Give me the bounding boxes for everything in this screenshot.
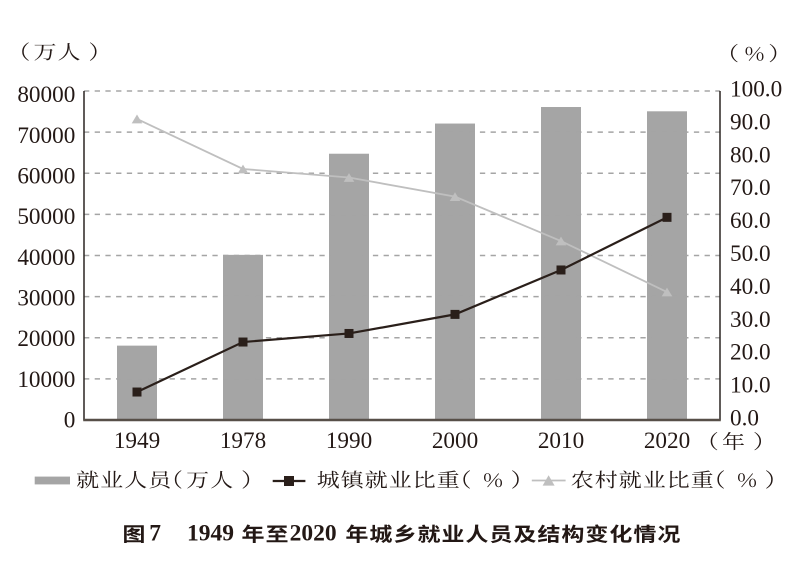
svg-text:20000: 20000 [17, 326, 75, 352]
svg-text:1949: 1949 [187, 520, 234, 546]
svg-text:10000: 10000 [17, 367, 75, 393]
svg-text:2010: 2010 [538, 428, 584, 454]
svg-text:50000: 50000 [17, 204, 75, 230]
svg-text:2000: 2000 [432, 428, 478, 454]
svg-text:40.0: 40.0 [730, 274, 771, 300]
svg-text:40000: 40000 [17, 245, 75, 271]
svg-text:0: 0 [64, 408, 76, 434]
svg-text:90.0: 90.0 [730, 109, 771, 135]
svg-text:30.0: 30.0 [730, 307, 771, 333]
svg-text:2020: 2020 [644, 428, 690, 454]
svg-text:70000: 70000 [17, 123, 75, 149]
svg-text:70.0: 70.0 [730, 175, 771, 201]
svg-text:80000: 80000 [17, 82, 75, 108]
svg-text:100.0: 100.0 [730, 77, 782, 103]
svg-text:10.0: 10.0 [730, 373, 771, 399]
svg-text:0.0: 0.0 [730, 406, 759, 432]
svg-text:7: 7 [149, 520, 161, 546]
svg-text:60.0: 60.0 [730, 208, 771, 234]
svg-text:1949: 1949 [114, 428, 160, 454]
svg-text:50.0: 50.0 [730, 241, 771, 267]
svg-text:2020: 2020 [290, 520, 337, 546]
svg-text:1990: 1990 [326, 428, 372, 454]
svg-text:30000: 30000 [17, 286, 75, 312]
svg-text:1978: 1978 [220, 428, 266, 454]
svg-text:60000: 60000 [17, 164, 75, 190]
svg-text:20.0: 20.0 [730, 340, 771, 366]
svg-text:80.0: 80.0 [730, 142, 771, 168]
